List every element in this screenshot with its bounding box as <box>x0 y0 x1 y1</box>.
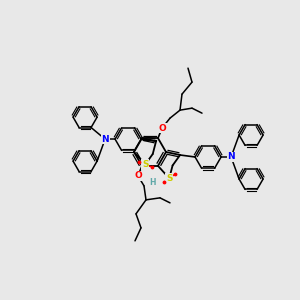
Text: O: O <box>134 171 142 180</box>
Text: S: S <box>166 174 172 183</box>
Text: N: N <box>227 152 235 161</box>
Text: O: O <box>158 124 166 133</box>
Text: N: N <box>101 135 109 144</box>
Text: S: S <box>142 160 148 169</box>
Text: H: H <box>149 178 155 188</box>
